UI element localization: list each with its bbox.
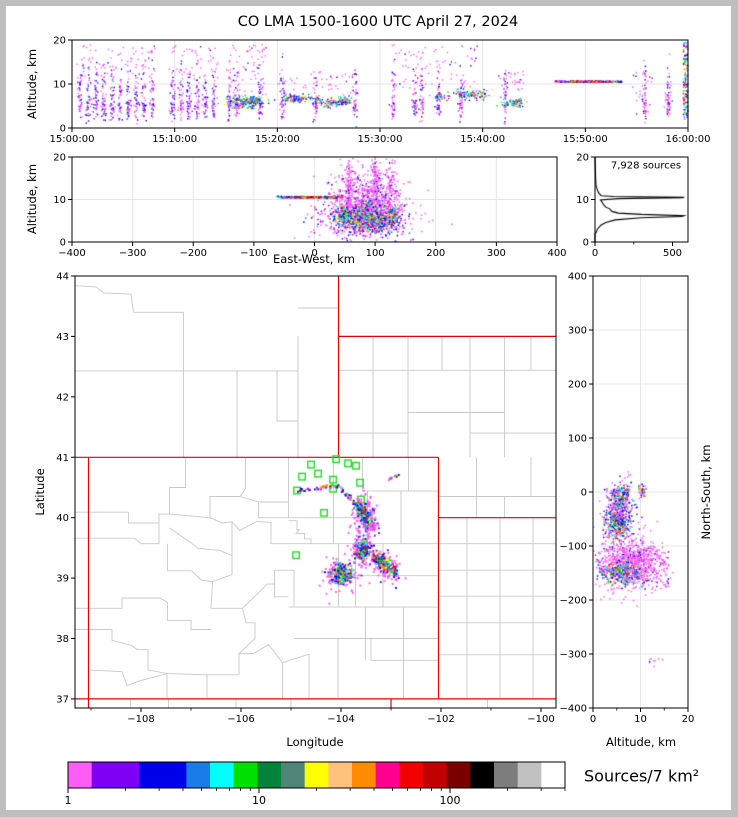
ew-panel-ylabel: Altitude, km (25, 163, 39, 235)
ns-panel-xlabel: Altitude, km (605, 735, 677, 749)
time-panel-ylabel: Altitude, km (25, 48, 39, 120)
ew-panel-xlabel: East-West, km (273, 252, 355, 266)
map-ylabel: Latitude (33, 468, 47, 516)
figure-title: CO LMA 1500-1600 UTC April 27, 2024 (237, 14, 519, 30)
source-count-annotation: 7,928 sources (610, 160, 682, 172)
ns-panel-ylabel: North-South, km (699, 444, 713, 540)
colorbar-label: Sources/7 km² (584, 766, 700, 786)
map-xlabel: Longitude (286, 735, 344, 749)
figure-page (6, 6, 731, 810)
